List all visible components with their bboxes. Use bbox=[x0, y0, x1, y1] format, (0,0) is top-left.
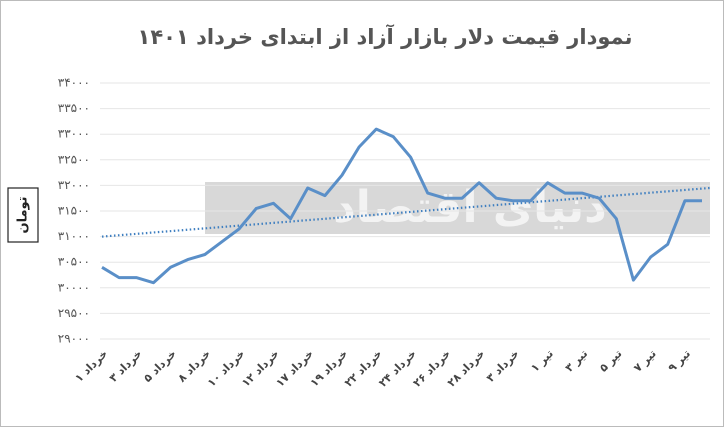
y-tick-label: ۳۲۵۰۰ bbox=[58, 152, 90, 166]
chart-title: نمودار قیمت دلار بازار آزاد از ابتدای خر… bbox=[138, 24, 633, 49]
y-label-box bbox=[7, 187, 39, 243]
y-tick-label: ۳۲۰۰۰ bbox=[58, 178, 90, 192]
y-tick-label: ۳۳۰۰۰ bbox=[58, 127, 90, 141]
y-tick-label: ۲۹۰۰۰ bbox=[58, 332, 90, 346]
y-tick-label: ۳۰۵۰۰ bbox=[58, 255, 90, 269]
y-tick-label: ۲۹۵۰۰ bbox=[58, 306, 90, 320]
y-tick-label: ۳۳۵۰۰ bbox=[58, 101, 90, 115]
y-tick-label: ۳۰۰۰۰ bbox=[58, 280, 90, 294]
y-tick-label: ۳۱۰۰۰ bbox=[58, 229, 90, 243]
y-tick-label: ۳۱۵۰۰ bbox=[58, 204, 90, 218]
trendline bbox=[101, 186, 711, 238]
y-tick-label: ۳۴۰۰۰ bbox=[58, 76, 90, 90]
data-line bbox=[101, 127, 702, 285]
y-axis-label: تومان bbox=[16, 196, 31, 233]
